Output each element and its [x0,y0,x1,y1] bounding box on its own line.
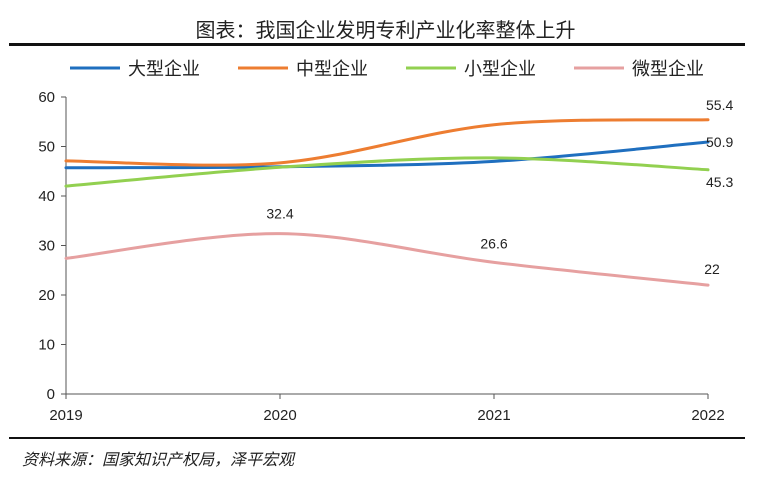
data-label: 22 [704,261,720,277]
legend-label: 中型企业 [296,59,368,79]
source-note: 资料来源：国家知识产权局，泽平宏观 [22,450,295,469]
data-label: 32.4 [266,206,293,222]
chart-title: 图表：我国企业发明专利产业化率整体上升 [195,18,576,42]
y-tick-label: 0 [47,386,55,403]
y-tick-label: 60 [38,89,55,106]
y-tick-label: 40 [38,188,55,205]
data-label: 55.4 [706,97,733,113]
y-tick-label: 10 [38,337,55,354]
x-tick-label: 2022 [691,407,724,424]
series-line-2 [64,118,710,167]
data-label: 45.3 [706,174,733,190]
x-tick-label: 2019 [49,407,82,424]
x-tick-label: 2020 [263,407,296,424]
top-rule [9,43,745,46]
legend-label: 大型企业 [128,59,200,79]
bottom-rule [9,437,745,439]
y-tick-label: 50 [38,139,55,156]
data-label: 26.6 [480,235,507,251]
series-line-3 [64,156,710,188]
y-tick-label: 20 [38,287,55,304]
series-line-1 [64,140,710,170]
series-line-4 [64,232,710,287]
data-label: 50.9 [706,134,733,150]
legend-label: 微型企业 [632,59,704,79]
x-tick-label: 2021 [477,407,510,424]
y-tick-label: 30 [38,238,55,255]
legend-label: 小型企业 [464,59,536,79]
